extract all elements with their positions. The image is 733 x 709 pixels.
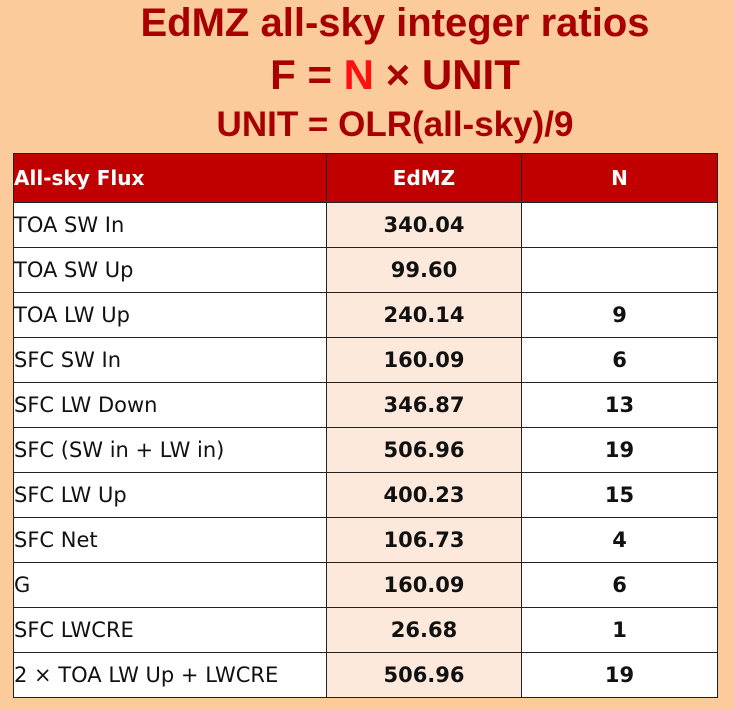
flux-name-cell: TOA SW In xyxy=(13,202,327,248)
formula-line: F = N × UNIT xyxy=(0,50,733,100)
edmz-value-cell: 240.14 xyxy=(326,292,522,338)
table-header-row: All-sky Flux EdMZ N xyxy=(13,153,718,203)
flux-name-cell: G xyxy=(13,562,327,608)
n-value-cell: 4 xyxy=(521,517,718,563)
table-row: SFC Net 106.73 4 xyxy=(13,517,718,563)
table-row: G 160.09 6 xyxy=(13,562,718,608)
n-value-cell: 6 xyxy=(521,562,718,608)
formula-prefix: F = xyxy=(270,51,344,98)
edmz-value-cell: 160.09 xyxy=(326,562,522,608)
flux-table: All-sky Flux EdMZ N TOA SW In 340.04 TOA S… xyxy=(13,153,718,698)
edmz-value-cell: 99.60 xyxy=(326,247,522,293)
edmz-value-cell: 346.87 xyxy=(326,382,522,428)
n-value-cell: 9 xyxy=(521,292,718,338)
header-all-sky-flux: All-sky Flux xyxy=(13,153,327,203)
table-row: TOA SW In 340.04 xyxy=(13,202,718,248)
edmz-value-cell: 26.68 xyxy=(326,607,522,653)
flux-name-cell: SFC SW In xyxy=(13,337,327,383)
flux-name-cell: 2 × TOA LW Up + LWCRE xyxy=(13,652,327,698)
edmz-value-cell: 160.09 xyxy=(326,337,522,383)
flux-name-cell: TOA LW Up xyxy=(13,292,327,338)
flux-name-cell: TOA SW Up xyxy=(13,247,327,293)
flux-name-cell: SFC Net xyxy=(13,517,327,563)
n-value-cell: 19 xyxy=(521,427,718,473)
flux-name-cell: SFC LW Up xyxy=(13,472,327,518)
n-value-cell xyxy=(521,202,718,248)
table-row: SFC SW In 160.09 6 xyxy=(13,337,718,383)
edmz-value-cell: 506.96 xyxy=(326,652,522,698)
n-value-cell: 6 xyxy=(521,337,718,383)
header-edmz: EdMZ xyxy=(326,153,522,203)
flux-name-cell: SFC LWCRE xyxy=(13,607,327,653)
n-value-cell: 13 xyxy=(521,382,718,428)
unit-definition: UNIT = OLR(all-sky)/9 xyxy=(216,105,574,144)
formula-n: N xyxy=(343,51,374,98)
slide-title: EdMZ all-sky integer ratios xyxy=(140,1,650,45)
table-row: TOA SW Up 99.60 xyxy=(13,247,718,293)
n-value-cell: 15 xyxy=(521,472,718,518)
edmz-value-cell: 400.23 xyxy=(326,472,522,518)
flux-name-cell: SFC LW Down xyxy=(13,382,327,428)
table-row: SFC LWCRE 26.68 1 xyxy=(13,607,718,653)
edmz-value-cell: 106.73 xyxy=(326,517,522,563)
flux-name-cell: SFC (SW in + LW in) xyxy=(13,427,327,473)
table-row: SFC LW Down 346.87 13 xyxy=(13,382,718,428)
edmz-value-cell: 506.96 xyxy=(326,427,522,473)
n-value-cell: 19 xyxy=(521,652,718,698)
table-row: SFC (SW in + LW in) 506.96 19 xyxy=(13,427,718,473)
n-value-cell: 1 xyxy=(521,607,718,653)
n-value-cell xyxy=(521,247,718,293)
table-row: TOA LW Up 240.14 9 xyxy=(13,292,718,338)
header-n: N xyxy=(521,153,718,203)
formula-suffix: × UNIT xyxy=(374,51,520,98)
table-row: 2 × TOA LW Up + LWCRE 506.96 19 xyxy=(13,652,718,698)
edmz-value-cell: 340.04 xyxy=(326,202,522,248)
table-row: SFC LW Up 400.23 15 xyxy=(13,472,718,518)
